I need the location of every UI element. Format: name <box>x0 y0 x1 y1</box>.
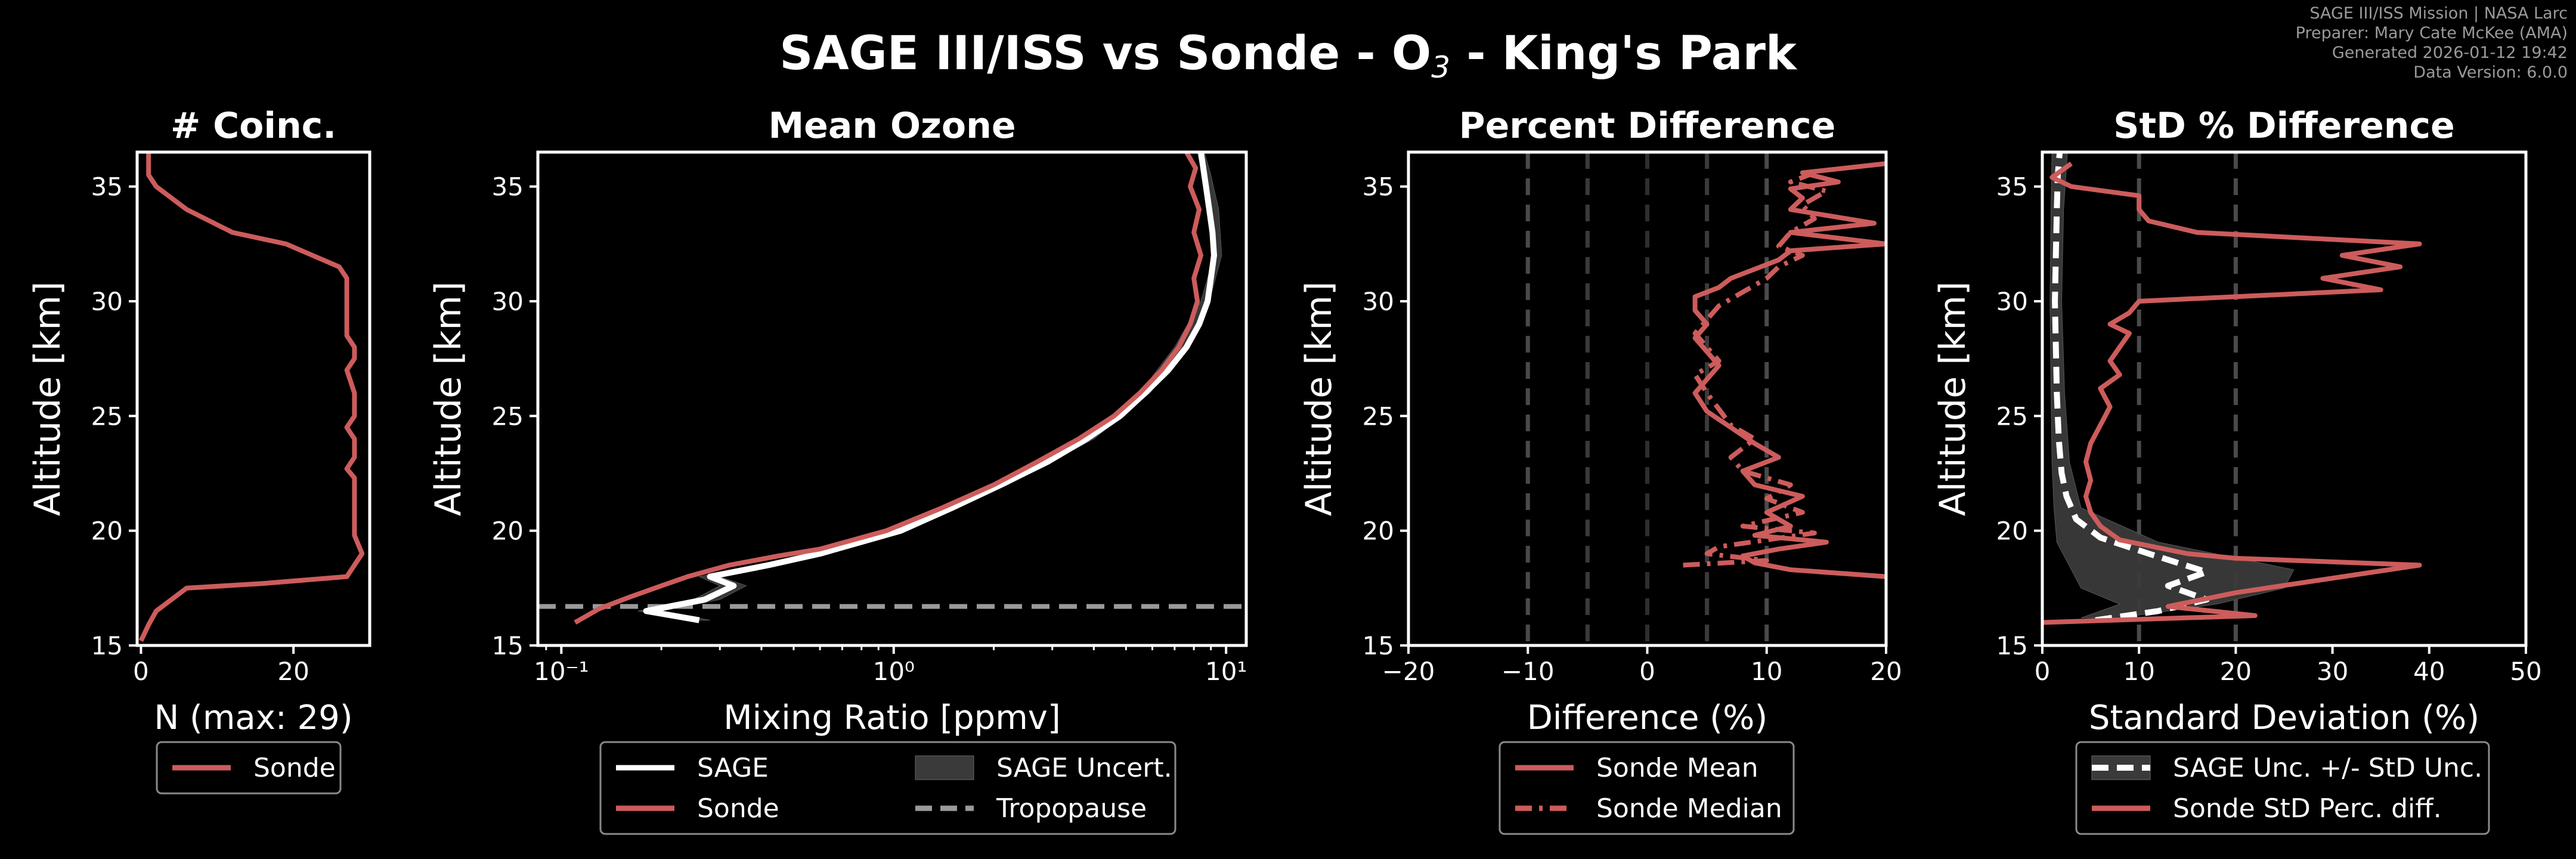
y-tick-label: 30 <box>91 287 123 316</box>
y-tick-label: 15 <box>492 631 524 660</box>
y-tick-label: 30 <box>1363 287 1394 316</box>
y-tick-label: 30 <box>492 287 524 316</box>
figure-title-subscript: 3 <box>1431 50 1450 85</box>
y-tick-label: 20 <box>91 517 123 546</box>
series-sage <box>643 152 1217 623</box>
x-axis-label: Difference (%) <box>1527 699 1767 737</box>
legend-frame <box>156 741 342 795</box>
y-tick-label: 15 <box>1363 631 1394 660</box>
legend-label: Sonde <box>253 753 336 783</box>
uncertainty-band <box>637 152 1222 621</box>
metadata-mission: SAGE III/ISS Mission | NASA Larc <box>2309 4 2568 23</box>
y-tick-label: 30 <box>1996 287 2028 316</box>
panel-title: Mean Ozone <box>768 105 1015 147</box>
x-tick-label: 40 <box>2413 657 2445 686</box>
x-axis-label: Standard Deviation (%) <box>2089 699 2479 737</box>
figure-title: SAGE III/ISS vs Sonde - O3 - King's Park <box>779 27 1798 85</box>
y-tick-label: 35 <box>91 172 123 202</box>
x-tick-label: 10⁰ <box>873 657 915 686</box>
x-tick-label: 20 <box>277 657 309 686</box>
y-tick-label: 25 <box>1363 401 1394 431</box>
figure-title-main: SAGE III/ISS vs Sonde - O <box>779 27 1431 81</box>
x-tick-label: 10¹ <box>1205 657 1247 686</box>
x-tick-label: 20 <box>2220 657 2252 686</box>
legend-label: Sonde Median <box>1596 793 1782 824</box>
legend-label: Sonde <box>697 793 779 824</box>
legend-label: Sonde StD Perc. diff. <box>2173 793 2442 824</box>
legend: Sonde Mean Sonde Median <box>1498 741 1795 835</box>
y-tick-label: 35 <box>1363 172 1394 202</box>
legend: SAGE Unc. +/- StD Unc. Sonde StD Perc. di… <box>2075 741 2490 835</box>
legend-frame <box>599 741 1176 835</box>
uncertainty-band <box>2049 152 2295 619</box>
panel-title: Percent Difference <box>1459 105 1836 147</box>
y-tick-label: 25 <box>1996 401 2028 431</box>
y-tick-label: 35 <box>1996 172 2028 202</box>
panel-2: 10⁻¹ 10⁰ 10¹ 15 20 25 30 35 Mean Ozone Mixing Rat… <box>428 105 1248 835</box>
y-tick-label: 20 <box>1996 517 2028 546</box>
legend-label: Tropopause <box>996 793 1147 824</box>
x-tick-label: 10 <box>2123 657 2154 686</box>
series-sonde-mean <box>1692 161 1886 579</box>
axes-frame <box>2041 150 2528 647</box>
metadata-version: Data Version: 6.0.0 <box>2413 63 2568 82</box>
legend: SAGE Sonde SAGE Uncert. Tropopause <box>599 741 1176 835</box>
panel-1: 0 20 15 20 25 30 35 # Coinc. N (max: 29) Altitude… <box>27 105 371 795</box>
series-sonde-median <box>1683 170 1829 568</box>
figure-metadata: SAGE III/ISS Mission | NASA Larc Prepare… <box>2296 4 2568 82</box>
axes-frame <box>135 150 371 647</box>
series-sage-unc-std-unc <box>2052 152 2210 623</box>
panel-4: 0 10 20 30 40 50 15 20 25 30 35 StD % Difference Sta… <box>1932 105 2542 835</box>
axes-frame <box>536 150 1248 647</box>
x-axis-label: N (max: 29) <box>154 699 352 737</box>
panel-3: −20 −10 0 10 20 15 20 25 30 35 Percent Difference D… <box>1298 105 1902 835</box>
panel-title: StD % Difference <box>2113 105 2455 147</box>
y-axis-label: Altitude [km] <box>428 282 469 517</box>
x-tick-label: 50 <box>2510 657 2541 686</box>
legend-frame <box>2075 741 2490 835</box>
series-sonde <box>138 152 365 642</box>
x-tick-label: 30 <box>2317 657 2348 686</box>
legend-swatch <box>915 755 974 780</box>
x-tick-label: 0 <box>2035 657 2051 686</box>
y-tick-label: 20 <box>492 517 524 546</box>
y-axis-label: Altitude [km] <box>27 282 69 517</box>
series-sonde <box>574 152 1203 625</box>
legend-label: SAGE <box>697 753 769 783</box>
metadata-preparer: Preparer: Mary Cate McKee (AMA) <box>2295 24 2568 42</box>
legend-label: SAGE Unc. +/- StD Unc. <box>2173 753 2482 783</box>
y-axis-label: Altitude [km] <box>1932 282 1974 517</box>
x-tick-label: 0 <box>1639 657 1655 686</box>
y-tick-label: 20 <box>1363 517 1394 546</box>
y-axis-label: Altitude [km] <box>1298 282 1340 517</box>
panel-title: # Coinc. <box>171 105 336 147</box>
metadata-generated: Generated 2026-01-12 19:42 <box>2332 44 2568 62</box>
x-tick-label: −20 <box>1382 657 1435 686</box>
y-tick-label: 35 <box>492 172 524 202</box>
y-tick-label: 25 <box>492 401 524 431</box>
x-tick-label: 10⁻¹ <box>534 657 589 686</box>
series-sonde-std-perc-diff <box>2042 161 2422 625</box>
legend-label: Sonde Mean <box>1596 753 1758 783</box>
legend: Sonde <box>156 741 342 795</box>
x-axis-label: Mixing Ratio [ppmv] <box>723 699 1060 737</box>
legend-label: SAGE Uncert. <box>996 753 1172 783</box>
y-tick-label: 15 <box>91 631 123 660</box>
x-tick-label: 10 <box>1751 657 1782 686</box>
y-tick-label: 25 <box>91 401 123 431</box>
figure-title-tail: - King's Park <box>1450 27 1798 81</box>
x-tick-label: −10 <box>1501 657 1555 686</box>
x-tick-label: 20 <box>1870 657 1902 686</box>
y-tick-label: 15 <box>1996 631 2028 660</box>
x-tick-label: 0 <box>133 657 149 686</box>
